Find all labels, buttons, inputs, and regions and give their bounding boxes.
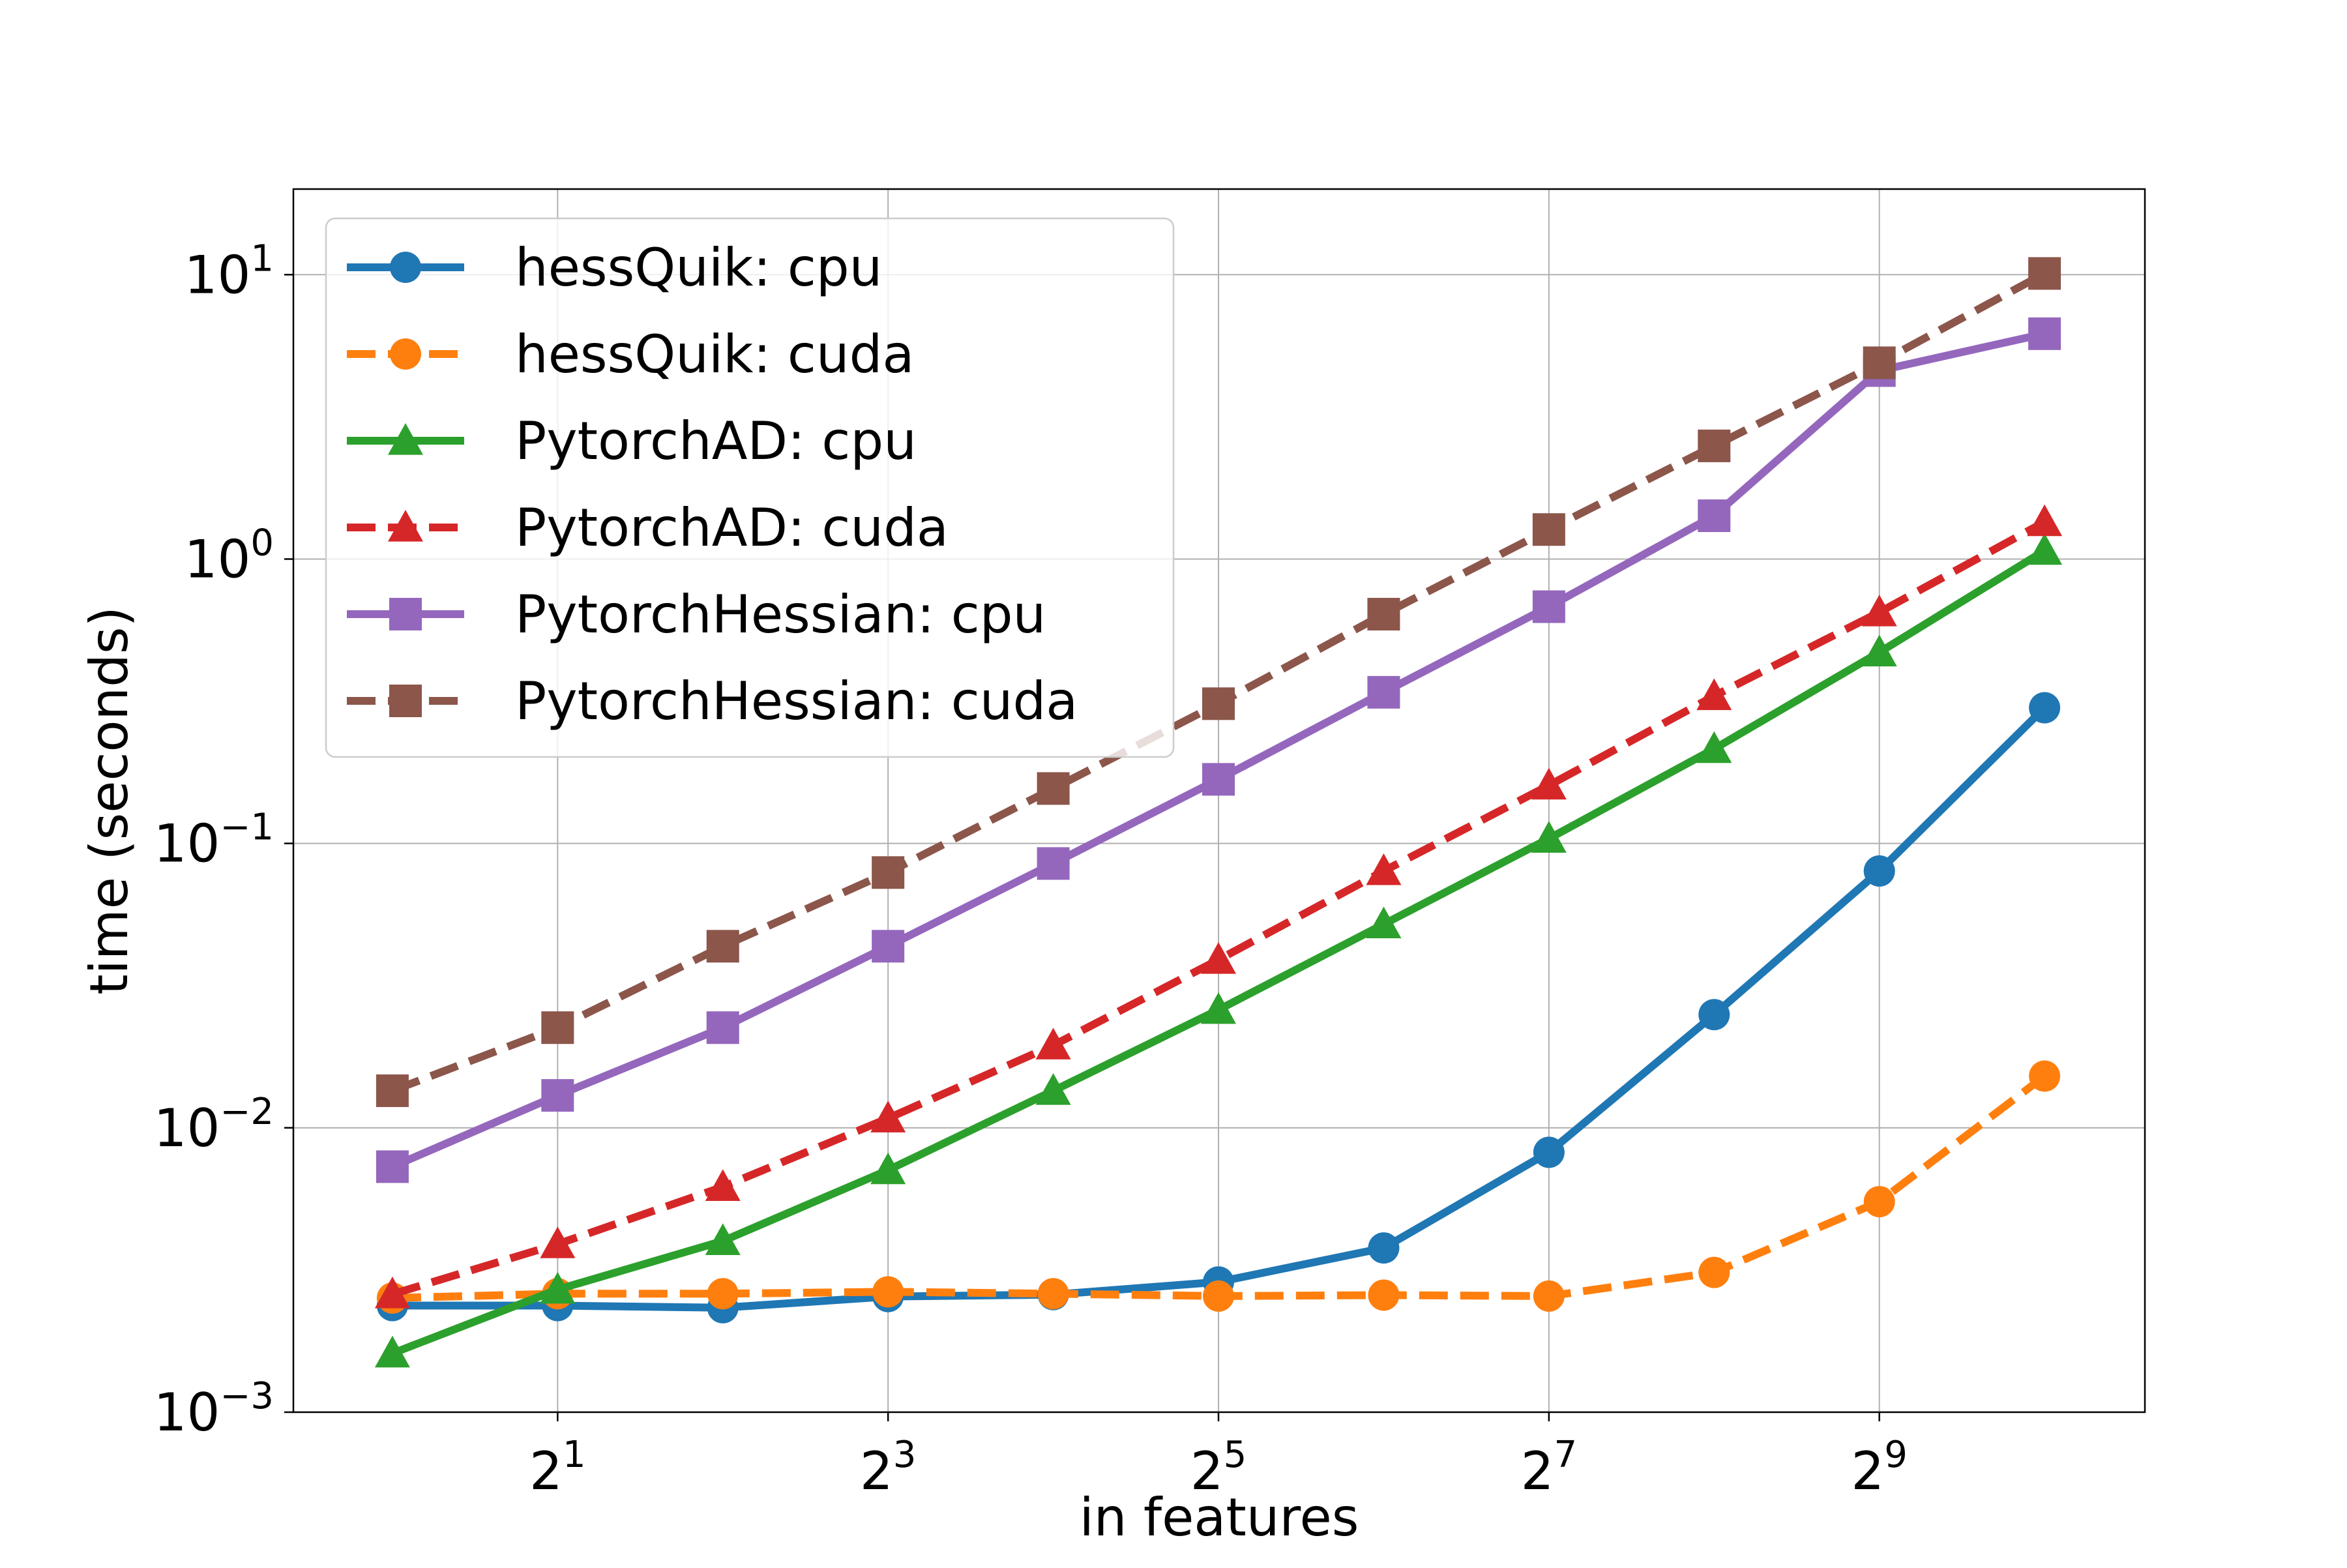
data-point — [1531, 767, 1567, 800]
data-point — [1367, 675, 1400, 709]
data-point — [376, 1074, 409, 1107]
legend-label: hessQuik: cpu — [515, 237, 882, 298]
data-point — [2029, 1060, 2061, 1092]
data-point — [705, 1169, 741, 1201]
y-axis-label: time (seconds) — [79, 606, 140, 995]
x-tick-label: 27 — [1521, 1434, 1578, 1501]
data-point — [1368, 1279, 1400, 1311]
data-point — [1533, 1136, 1565, 1168]
y-tick-label: 101 — [185, 237, 274, 305]
data-point — [1861, 595, 1897, 627]
legend-marker — [389, 598, 422, 630]
data-point — [1698, 429, 1731, 462]
legend-item: hessQuik: cpu — [347, 237, 882, 298]
legend-item: PytorchHessian: cpu — [347, 584, 1046, 645]
legend-box — [325, 217, 1175, 758]
y-tick-label: 100 — [185, 522, 274, 589]
x-tick-label: 29 — [1851, 1434, 1908, 1501]
data-point — [1863, 346, 1896, 379]
data-point — [872, 930, 905, 963]
data-point — [1698, 999, 1730, 1031]
data-point — [1201, 992, 1237, 1024]
legend-marker — [388, 510, 423, 542]
data-point — [872, 1276, 904, 1308]
legend-item: PytorchHessian: cuda — [347, 671, 1078, 732]
data-point — [374, 1276, 410, 1309]
legend-marker — [389, 685, 422, 717]
data-point — [706, 930, 739, 963]
data-point — [540, 1226, 576, 1258]
data-point — [1861, 634, 1897, 667]
data-point — [376, 1150, 409, 1183]
data-point — [374, 1335, 410, 1368]
data-point — [1531, 821, 1567, 853]
data-point — [2029, 692, 2061, 724]
x-tick-label: 23 — [860, 1434, 917, 1501]
legend-label: PytorchAD: cpu — [515, 411, 917, 471]
legend-label: PytorchHessian: cpu — [515, 584, 1046, 645]
data-point — [541, 1011, 574, 1044]
legend-item: hessQuik: cuda — [347, 324, 914, 385]
data-point — [1863, 1186, 1895, 1218]
data-point — [1366, 906, 1402, 939]
data-point — [1532, 513, 1565, 546]
series-pytorchad-cpu — [374, 533, 2063, 1368]
data-point — [1202, 687, 1235, 720]
data-point — [2027, 533, 2063, 565]
legend-label: hessQuik: cuda — [515, 324, 914, 385]
y-tick-label: 10−1 — [154, 806, 274, 874]
data-point — [707, 1278, 739, 1310]
legend-item: PytorchAD: cpu — [347, 411, 917, 471]
data-point — [1696, 678, 1732, 711]
data-point — [1532, 590, 1565, 623]
data-point — [540, 1271, 576, 1304]
plot-series — [374, 257, 2063, 1368]
data-point — [1035, 1028, 1071, 1059]
series-pytorchhessian-cuda — [376, 257, 2061, 1107]
x-tick-label: 21 — [529, 1434, 586, 1501]
data-point — [2028, 257, 2061, 290]
data-point — [1696, 731, 1732, 763]
x-tick-label: 25 — [1190, 1434, 1247, 1501]
y-tick-label: 10−3 — [154, 1375, 274, 1443]
data-point — [870, 1101, 906, 1132]
data-point — [1533, 1280, 1565, 1312]
data-point — [1037, 1278, 1069, 1310]
data-point — [1863, 855, 1895, 887]
x-axis-label: in features — [1080, 1487, 1359, 1548]
legend-item: PytorchAD: cuda — [347, 497, 949, 558]
axis-ticks: 21 23 25 27 29 10−3 10−2 10−1 100 101 — [154, 237, 1908, 1501]
legend-label: PytorchHessian: cuda — [515, 671, 1078, 732]
data-point — [1368, 1232, 1400, 1264]
data-point — [872, 856, 905, 889]
data-point — [1203, 1280, 1235, 1312]
data-point — [706, 1011, 739, 1044]
data-point — [1698, 1256, 1730, 1288]
data-point — [541, 1079, 574, 1112]
series-pytorchad-cuda — [374, 504, 2063, 1309]
data-point — [1202, 763, 1235, 796]
legend-marker — [388, 423, 423, 455]
data-point — [705, 1223, 741, 1255]
data-point — [1035, 1072, 1071, 1105]
series-line — [391, 518, 2046, 1298]
series-hessquik-cuda — [376, 1060, 2061, 1314]
data-point — [1037, 772, 1070, 805]
data-point — [870, 1152, 906, 1185]
legend-label: PytorchAD: cuda — [515, 497, 949, 558]
legend-marker — [390, 252, 421, 283]
data-point — [1698, 499, 1731, 533]
data-point — [1367, 598, 1400, 631]
data-point — [2028, 317, 2061, 350]
data-point — [2027, 504, 2063, 537]
legend-marker — [390, 338, 421, 370]
data-point — [1366, 853, 1402, 885]
data-point — [1201, 942, 1237, 974]
y-tick-label: 10−2 — [154, 1091, 274, 1159]
legend: hessQuik: cpu hessQuik: cuda PytorchAD: cp… — [325, 217, 1175, 758]
data-point — [1037, 847, 1070, 880]
